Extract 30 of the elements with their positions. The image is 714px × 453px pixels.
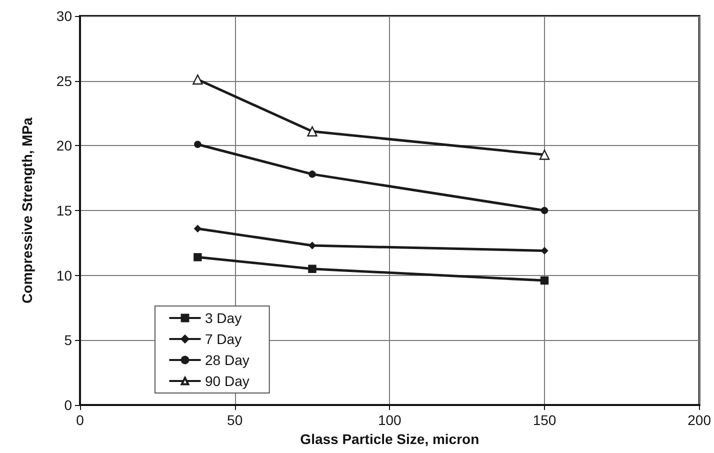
y-tick-label: 30: [56, 8, 72, 24]
point: [539, 150, 550, 160]
x-axis-title: Glass Particle Size, micron: [300, 430, 480, 447]
point: [194, 225, 202, 232]
legend-label: 3 Day: [205, 310, 242, 326]
y-tick-label: 20: [56, 138, 72, 154]
point: [192, 74, 203, 85]
legend-label: 90 Day: [205, 373, 250, 389]
point: [308, 170, 316, 178]
x-tick-label: 50: [227, 412, 243, 428]
y-axis-title: Compressive Strength, MPa: [19, 117, 35, 304]
y-tick-label: 10: [56, 267, 72, 284]
x-tick-label: 100: [378, 412, 402, 428]
point: [194, 140, 202, 148]
point: [540, 206, 548, 214]
x-tick-label: 200: [688, 412, 712, 428]
x-tick-label: 150: [532, 412, 556, 428]
y-tick-label: 25: [56, 72, 72, 89]
y-tick-label: 5: [64, 332, 72, 348]
legend-label: 7 Day: [205, 331, 242, 347]
y-tick-label: 0: [64, 397, 72, 413]
point: [308, 242, 316, 250]
point: [540, 276, 549, 285]
legend-label: 28 Day: [205, 352, 250, 368]
y-tick-label: 15: [56, 202, 72, 218]
x-tick-label: 0: [76, 412, 84, 428]
point: [194, 253, 202, 262]
point: [540, 247, 548, 254]
point: [308, 264, 316, 273]
point: [307, 126, 318, 137]
